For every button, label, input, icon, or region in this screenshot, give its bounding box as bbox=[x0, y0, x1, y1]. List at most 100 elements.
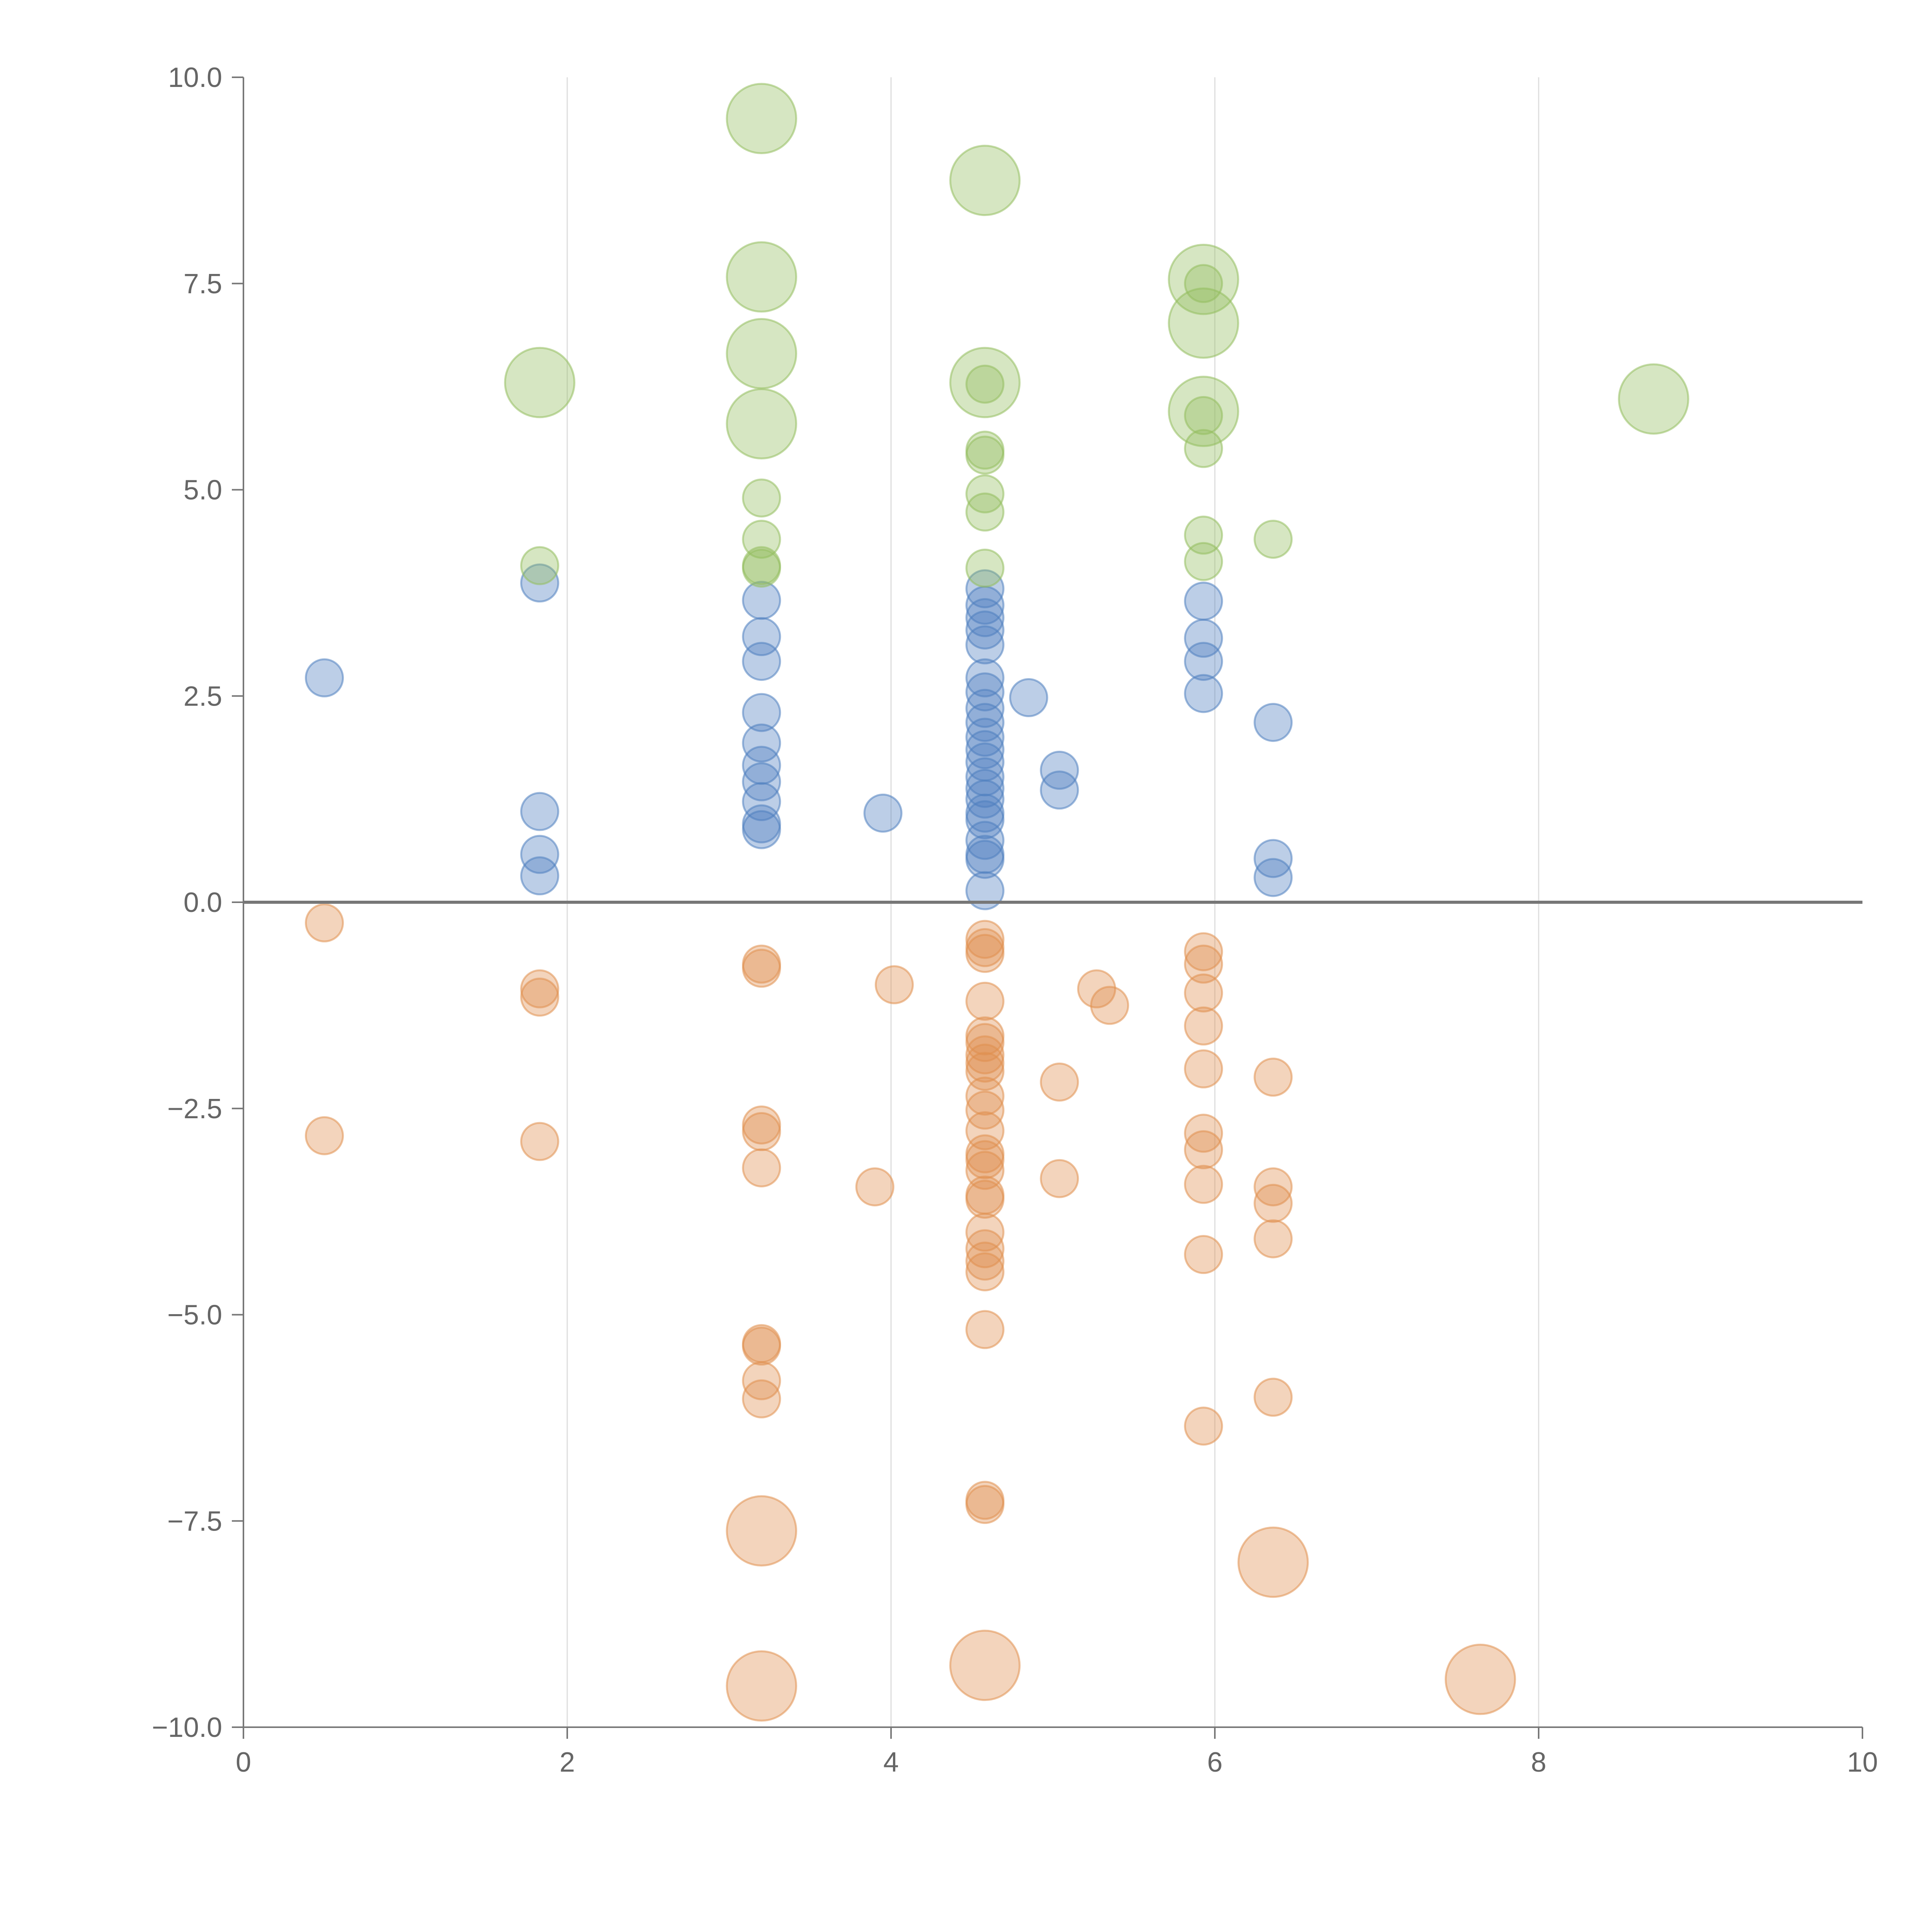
orange-point-16 bbox=[855, 1167, 895, 1207]
blue-point-41 bbox=[1184, 619, 1223, 658]
orange-point-39 bbox=[965, 1310, 1005, 1349]
orange-point-60 bbox=[1253, 1219, 1293, 1259]
green-point-3 bbox=[726, 241, 798, 313]
y-tick-label-0: 10.0 bbox=[168, 62, 222, 93]
y-tick-label-3: 2.5 bbox=[184, 681, 222, 712]
blue-point-15 bbox=[863, 793, 903, 833]
orange-point-2 bbox=[520, 969, 560, 1009]
orange-point-47 bbox=[1184, 932, 1223, 971]
green-point-4 bbox=[726, 318, 798, 389]
blue-point-7 bbox=[742, 642, 781, 681]
y-tick-label-4: 0.0 bbox=[184, 887, 222, 918]
orange-point-29 bbox=[965, 1111, 1005, 1150]
orange-point-51 bbox=[1184, 1049, 1223, 1088]
green-point-11 bbox=[949, 347, 1021, 418]
orange-point-46 bbox=[1090, 986, 1129, 1025]
orange-point-61 bbox=[1253, 1378, 1293, 1417]
y-tick-label-8: −10.0 bbox=[152, 1712, 222, 1743]
y-tick-label-7: −7.5 bbox=[167, 1506, 222, 1537]
orange-point-55 bbox=[1184, 1235, 1223, 1274]
orange-point-36 bbox=[965, 1229, 1005, 1269]
y-tick-label-5: −2.5 bbox=[167, 1094, 222, 1124]
orange-point-43 bbox=[1040, 1062, 1079, 1102]
orange-point-63 bbox=[1444, 1643, 1516, 1715]
blue-point-0 bbox=[305, 658, 344, 697]
orange-point-15 bbox=[726, 1650, 798, 1722]
blue-point-44 bbox=[1253, 703, 1293, 742]
green-point-25 bbox=[1184, 542, 1223, 581]
blue-point-3 bbox=[520, 835, 560, 874]
orange-point-50 bbox=[1184, 1006, 1223, 1046]
orange-point-3 bbox=[520, 978, 560, 1017]
blue-point-23 bbox=[965, 689, 1005, 728]
green-point-17 bbox=[965, 548, 1005, 588]
x-tick-label-4: 8 bbox=[1531, 1747, 1546, 1778]
blue-point-21 bbox=[965, 658, 1005, 697]
blue-point-9 bbox=[742, 723, 781, 763]
green-point-26 bbox=[1253, 520, 1293, 559]
blue-point-35 bbox=[965, 840, 1005, 879]
orange-point-9 bbox=[742, 1148, 781, 1187]
blue-point-32 bbox=[965, 800, 1005, 839]
orange-point-17 bbox=[874, 965, 914, 1004]
orange-point-23 bbox=[965, 1023, 1005, 1062]
series-orange bbox=[305, 903, 1516, 1722]
green-point-23 bbox=[1184, 429, 1223, 468]
blue-point-16 bbox=[965, 569, 1005, 609]
blue-point-42 bbox=[1184, 642, 1223, 681]
orange-point-48 bbox=[1184, 944, 1223, 984]
orange-point-52 bbox=[1184, 1114, 1223, 1153]
green-point-20 bbox=[1168, 376, 1239, 447]
green-point-9 bbox=[742, 548, 781, 588]
blue-point-46 bbox=[1253, 858, 1293, 897]
orange-point-25 bbox=[965, 1043, 1005, 1083]
green-point-6 bbox=[742, 478, 781, 518]
orange-point-37 bbox=[965, 1242, 1005, 1281]
orange-point-58 bbox=[1253, 1167, 1293, 1207]
blue-point-20 bbox=[965, 625, 1005, 665]
orange-point-27 bbox=[965, 1077, 1005, 1116]
blue-point-43 bbox=[1184, 674, 1223, 713]
green-point-5 bbox=[726, 388, 798, 459]
green-point-18 bbox=[1168, 243, 1239, 315]
blue-point-4 bbox=[520, 856, 560, 896]
orange-point-34 bbox=[965, 1180, 1005, 1219]
orange-point-18 bbox=[965, 920, 1005, 959]
x-tick-label-5: 10 bbox=[1847, 1747, 1878, 1778]
x-tick-label-0: 0 bbox=[236, 1747, 251, 1778]
x-tick-label-1: 2 bbox=[560, 1747, 575, 1778]
green-point-12 bbox=[965, 364, 1005, 404]
green-point-1 bbox=[520, 546, 560, 585]
orange-point-57 bbox=[1253, 1058, 1293, 1097]
orange-point-49 bbox=[1184, 973, 1223, 1013]
orange-point-21 bbox=[965, 981, 1005, 1021]
blue-point-14 bbox=[742, 810, 781, 849]
green-point-16 bbox=[965, 492, 1005, 532]
orange-point-35 bbox=[965, 1213, 1005, 1252]
series-green bbox=[504, 83, 1689, 588]
orange-point-45 bbox=[1077, 969, 1116, 1009]
orange-point-54 bbox=[1184, 1165, 1223, 1204]
blue-point-1 bbox=[520, 563, 560, 603]
orange-point-6 bbox=[742, 949, 781, 988]
x-tick-label-2: 4 bbox=[883, 1747, 899, 1778]
tick-labels: 10.0 7.5 5.0 2.5 0.0 −2.5 −5.0 −7.5 −10.0 0 2 4 6 8 10 bbox=[152, 62, 1878, 1778]
blue-point-18 bbox=[965, 598, 1005, 637]
blue-point-24 bbox=[965, 703, 1005, 742]
orange-point-38 bbox=[965, 1252, 1005, 1291]
orange-point-62 bbox=[1237, 1526, 1309, 1598]
green-point-0 bbox=[504, 347, 576, 418]
blue-point-8 bbox=[742, 693, 781, 732]
blue-point-40 bbox=[1184, 582, 1223, 621]
blue-point-2 bbox=[520, 792, 560, 831]
green-point-19 bbox=[1168, 287, 1239, 359]
orange-point-53 bbox=[1184, 1130, 1223, 1169]
orange-point-4 bbox=[520, 1122, 560, 1161]
orange-point-59 bbox=[1253, 1184, 1293, 1223]
green-point-21 bbox=[1184, 264, 1223, 303]
green-point-22 bbox=[1184, 396, 1223, 435]
blue-point-26 bbox=[965, 730, 1005, 769]
orange-point-11 bbox=[742, 1327, 781, 1366]
